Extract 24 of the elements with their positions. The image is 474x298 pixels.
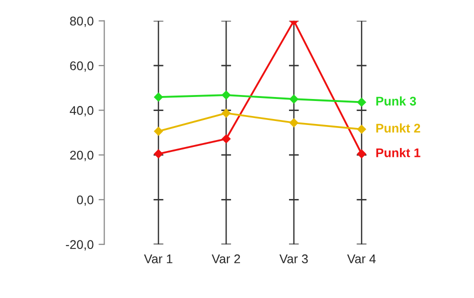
point: [289, 94, 298, 104]
y-tick-label: 60,0: [70, 61, 94, 72]
y-tick-label: 0,0: [76, 195, 94, 206]
point: [222, 90, 231, 100]
x-tick-label: Var 2: [212, 254, 240, 264]
x-tick-label: Var 3: [279, 254, 308, 264]
point: [222, 108, 231, 118]
point: [357, 124, 366, 134]
point: [154, 126, 163, 136]
x-tick-label: Var 1: [144, 254, 172, 264]
x-tick-label: Var 4: [347, 254, 376, 264]
point: [289, 118, 298, 128]
point: [154, 149, 163, 158]
point: [154, 92, 163, 102]
point: [357, 149, 366, 158]
y-tick-label: -20,0: [66, 240, 94, 250]
point: [357, 98, 366, 107]
y-tick-label: 80,0: [70, 16, 94, 27]
point: [222, 134, 231, 144]
series-label: Punkt 2: [376, 123, 420, 133]
y-tick-label: 20,0: [70, 150, 94, 162]
series-label: Punkt 1: [376, 148, 420, 158]
y-tick-label: 40,0: [70, 106, 94, 116]
series-label: Punk 3: [376, 96, 416, 106]
